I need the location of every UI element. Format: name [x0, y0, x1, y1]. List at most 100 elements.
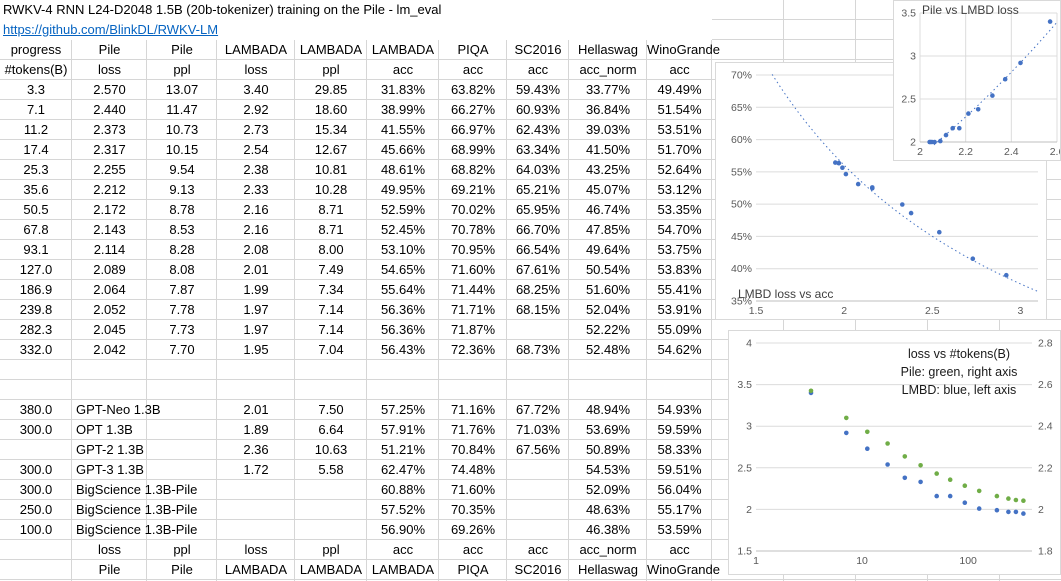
- piqa-acc[interactable]: 66.27%: [450, 102, 496, 117]
- sc2016-acc[interactable]: 68.15%: [515, 302, 561, 317]
- header-lambada-ppl[interactable]: LAMBADA: [299, 42, 363, 57]
- empty-cell[interactable]: [439, 360, 507, 380]
- empty-cell[interactable]: [367, 360, 439, 380]
- progress[interactable]: 35.6: [23, 182, 49, 197]
- empty-cell[interactable]: [367, 380, 439, 400]
- lambada-acc[interactable]: 38.99%: [380, 102, 426, 117]
- lambada-loss[interactable]: 3.40: [243, 82, 269, 97]
- pile-ppl[interactable]: 7.73: [169, 322, 195, 337]
- sc2016-acc[interactable]: [507, 460, 569, 480]
- piqa-acc[interactable]: 70.78%: [450, 222, 496, 237]
- progress[interactable]: 3.3: [26, 82, 46, 97]
- progress[interactable]: 250.0: [19, 502, 53, 517]
- piqa-acc[interactable]: 72.36%: [450, 342, 496, 357]
- winogrande-acc[interactable]: 53.91%: [657, 302, 702, 317]
- progress[interactable]: 332.0: [19, 342, 53, 357]
- pile-loss[interactable]: 2.255: [93, 162, 126, 177]
- lambada-acc[interactable]: 52.45%: [380, 222, 426, 237]
- hellaswag-accnorm[interactable]: 47.85%: [585, 222, 631, 237]
- progress[interactable]: 7.1: [26, 102, 46, 117]
- lambada-acc[interactable]: 62.47%: [380, 462, 426, 477]
- pile-loss[interactable]: 2.172: [93, 202, 126, 217]
- pile-ppl[interactable]: 7.78: [169, 302, 195, 317]
- empty-cell[interactable]: [439, 380, 507, 400]
- piqa-acc[interactable]: 70.35%: [450, 502, 496, 517]
- lambada-acc[interactable]: 48.61%: [380, 162, 426, 177]
- model-name[interactable]: GPT-3 1.3B: [76, 462, 144, 477]
- pile-loss[interactable]: 2.089: [93, 262, 126, 277]
- winogrande-acc[interactable]: 53.12%: [657, 182, 702, 197]
- footer-hellaswag-accnorm[interactable]: Hellaswag: [578, 562, 638, 577]
- header-piqa-acc[interactable]: PIQA: [457, 42, 489, 57]
- progress[interactable]: 127.0: [19, 262, 53, 277]
- sc2016-acc[interactable]: 63.34%: [515, 142, 561, 157]
- lambada-loss[interactable]: 1.95: [243, 342, 269, 357]
- piqa-acc[interactable]: 69.26%: [450, 522, 496, 537]
- sc2016-acc[interactable]: 71.03%: [515, 422, 561, 437]
- pile-ppl[interactable]: [147, 440, 217, 460]
- pile-loss[interactable]: 2.317: [93, 142, 126, 157]
- pile-loss[interactable]: 2.064: [93, 282, 126, 297]
- progress[interactable]: 50.5: [23, 202, 49, 217]
- winogrande-acc[interactable]: 53.59%: [657, 522, 702, 537]
- progress[interactable]: 300.0: [19, 422, 53, 437]
- winogrande-acc[interactable]: 51.54%: [657, 102, 702, 117]
- model-name[interactable]: OPT 1.3B: [76, 422, 133, 437]
- pile-ppl[interactable]: 8.28: [169, 242, 195, 257]
- lambada-acc[interactable]: 57.52%: [380, 502, 426, 517]
- empty-cell[interactable]: [507, 380, 569, 400]
- lambada-loss[interactable]: 2.16: [243, 222, 269, 237]
- footer-lambada-ppl[interactable]: LAMBADA: [299, 562, 363, 577]
- lambada-ppl[interactable]: 8.00: [318, 242, 344, 257]
- lambada-ppl[interactable]: [295, 500, 367, 520]
- piqa-acc[interactable]: 71.87%: [450, 322, 496, 337]
- lambada-ppl[interactable]: 29.85: [314, 82, 348, 97]
- pile-ppl[interactable]: 9.54: [169, 162, 195, 177]
- piqa-acc[interactable]: 71.60%: [450, 482, 496, 497]
- header-lambada-acc[interactable]: acc: [392, 62, 414, 77]
- model-name[interactable]: GPT-2 1.3B: [76, 442, 144, 457]
- footer-progress[interactable]: [0, 540, 72, 560]
- lambada-acc[interactable]: 56.43%: [380, 342, 426, 357]
- winogrande-acc[interactable]: 59.51%: [657, 462, 702, 477]
- lambada-ppl[interactable]: 7.14: [318, 302, 344, 317]
- model-name[interactable]: BigScience 1.3B-Pile: [76, 502, 198, 517]
- empty-cell[interactable]: [569, 360, 647, 380]
- header-winogrande-acc[interactable]: WinoGrande: [647, 42, 720, 57]
- sc2016-acc[interactable]: [507, 480, 569, 500]
- chart-loss-vs-tokens[interactable]: 1.5 2 2.5 3 3.5 4 1.8 2 2.2 2.4 2.6 2.8 1 10 100 loss v…: [728, 330, 1061, 575]
- hellaswag-accnorm[interactable]: 36.84%: [585, 102, 631, 117]
- hellaswag-accnorm[interactable]: 53.69%: [585, 422, 631, 437]
- hellaswag-accnorm[interactable]: 50.89%: [585, 442, 631, 457]
- sc2016-acc[interactable]: [507, 320, 569, 340]
- header-sc2016-acc[interactable]: acc: [527, 62, 549, 77]
- lambada-loss[interactable]: 2.36: [243, 442, 269, 457]
- footer-sc2016-acc[interactable]: acc: [527, 542, 549, 557]
- header-hellaswag-accnorm[interactable]: acc_norm: [579, 62, 637, 77]
- sc2016-acc[interactable]: 60.93%: [515, 102, 561, 117]
- lambada-acc[interactable]: 56.36%: [380, 322, 426, 337]
- empty-cell[interactable]: [147, 380, 217, 400]
- lambada-ppl[interactable]: 7.14: [318, 322, 344, 337]
- empty-cell[interactable]: [647, 360, 712, 380]
- lambada-ppl[interactable]: 10.28: [314, 182, 348, 197]
- piqa-acc[interactable]: 71.44%: [450, 282, 496, 297]
- hellaswag-accnorm[interactable]: 49.64%: [585, 242, 631, 257]
- lambada-acc[interactable]: 56.36%: [380, 302, 426, 317]
- hellaswag-accnorm[interactable]: 52.22%: [585, 322, 631, 337]
- footer-lambada-loss[interactable]: LAMBADA: [224, 562, 288, 577]
- hellaswag-accnorm[interactable]: 51.60%: [585, 282, 631, 297]
- pile-ppl[interactable]: [147, 460, 217, 480]
- lambada-ppl[interactable]: 6.64: [318, 422, 344, 437]
- pile-ppl[interactable]: 8.08: [169, 262, 195, 277]
- pile-ppl[interactable]: 9.13: [169, 182, 195, 197]
- lambada-ppl[interactable]: 8.71: [318, 202, 344, 217]
- lambada-acc[interactable]: 49.95%: [380, 182, 426, 197]
- sheet-title[interactable]: RWKV-4 RNN L24-D2048 1.5B (20b-tokenizer…: [0, 0, 713, 20]
- github-link[interactable]: https://github.com/BlinkDL/RWKV-LM: [3, 22, 219, 37]
- sc2016-acc[interactable]: 62.43%: [515, 122, 561, 137]
- pile-loss[interactable]: 2.143: [93, 222, 126, 237]
- lambada-loss[interactable]: 2.08: [243, 242, 269, 257]
- header-winogrande-acc[interactable]: acc: [669, 62, 690, 77]
- footer-lambada-acc[interactable]: LAMBADA: [371, 562, 435, 577]
